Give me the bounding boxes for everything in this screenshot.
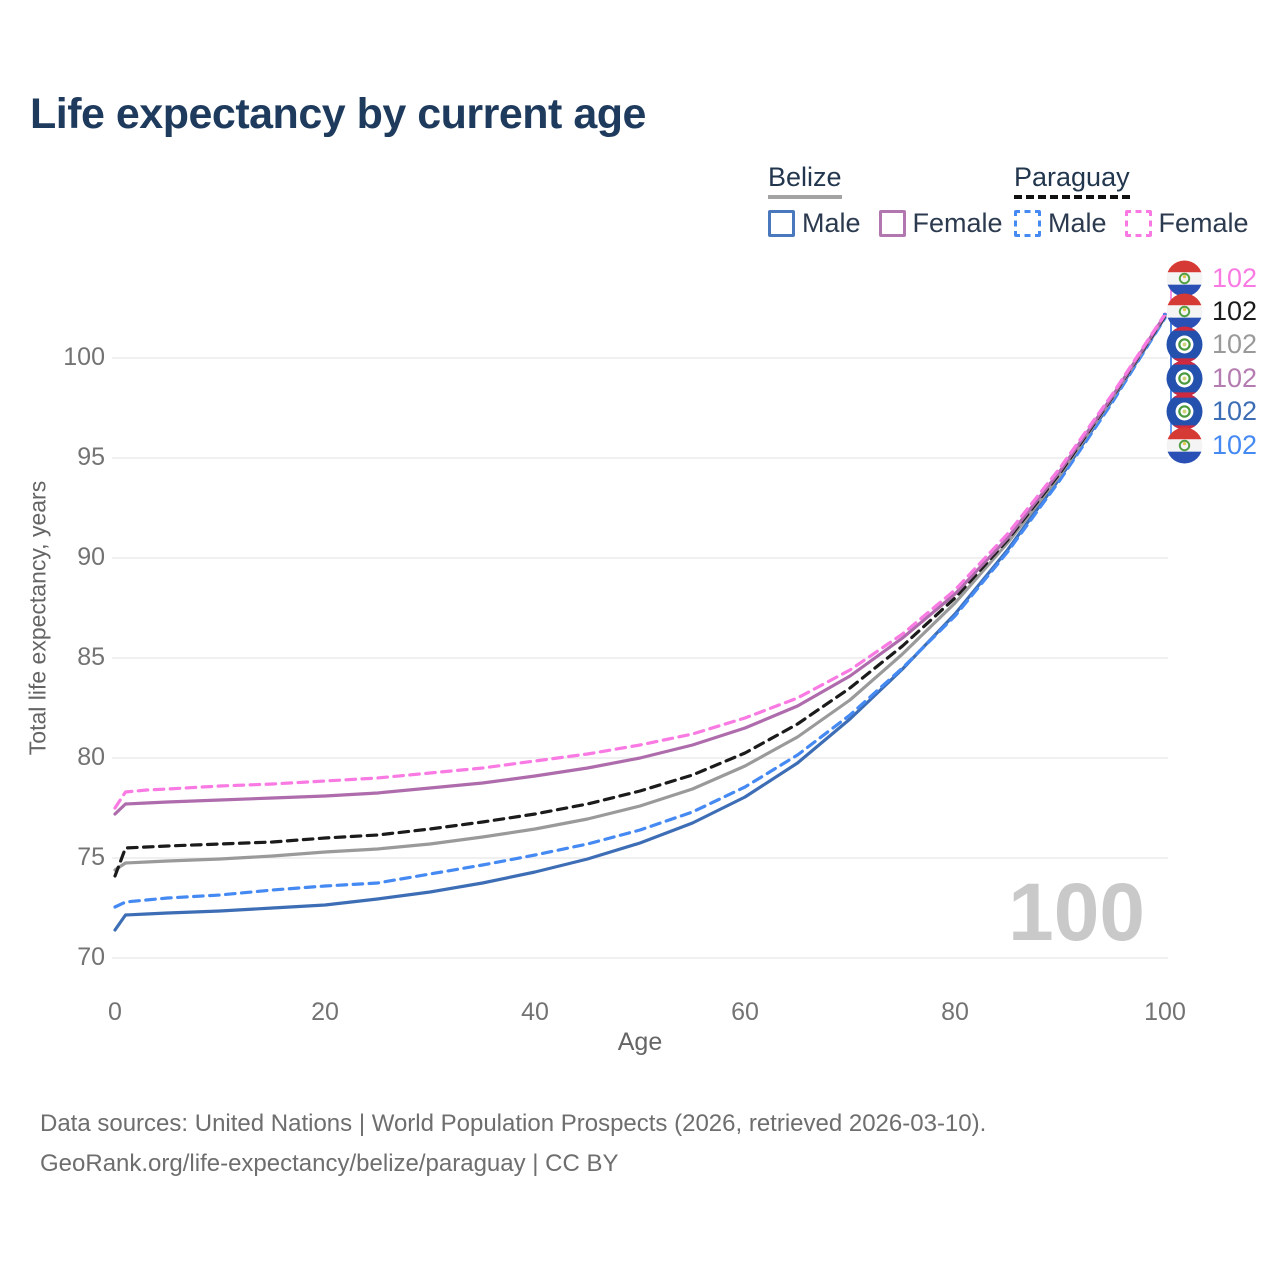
legend-item-label: Male: [1048, 208, 1107, 238]
y-tick-label: 75: [77, 843, 105, 871]
y-tick-label: 90: [77, 543, 105, 571]
legend-item-belize-male[interactable]: Male: [768, 208, 861, 239]
x-tick-label: 100: [1144, 998, 1186, 1026]
x-tick-label: 40: [521, 998, 549, 1026]
y-tick-label: 70: [77, 943, 105, 971]
x-tick-label: 80: [941, 998, 969, 1026]
attribution-link[interactable]: GeoRank.org/life-expectancy/belize/parag…: [40, 1150, 619, 1177]
paraguay-flag-icon: [1166, 427, 1203, 463]
end-label-row: 102: [1166, 260, 1257, 297]
checkbox-icon[interactable]: [1014, 210, 1041, 237]
end-label-value: 102: [1212, 295, 1258, 326]
x-axis-title: Age: [617, 1028, 663, 1056]
legend-item-label: Female: [1158, 208, 1249, 238]
legend-country-paraguay[interactable]: Paraguay: [1014, 162, 1130, 192]
legend-underline-paraguay: [1014, 195, 1130, 199]
paraguay-flag-icon: [1166, 293, 1203, 329]
y-axis-title: Total life expectancy, years: [24, 480, 51, 756]
x-tick-label: 20: [311, 998, 339, 1026]
series-line[interactable]: [113, 312, 1167, 810]
series-line[interactable]: [113, 314, 1167, 878]
y-tick-label: 100: [63, 343, 105, 371]
end-label-row: 102: [1166, 293, 1257, 330]
end-label-row: 102: [1166, 427, 1257, 464]
page-title: Life expectancy by current age: [30, 90, 646, 138]
belize-flag-icon: [1166, 393, 1203, 429]
series-line[interactable]: [113, 315, 1167, 932]
checkbox-icon[interactable]: [768, 210, 795, 237]
legend-item-paraguay-male[interactable]: Male: [1014, 208, 1107, 239]
legend-underline-belize: [768, 195, 842, 199]
end-label-value: 102: [1212, 362, 1258, 393]
belize-flag-icon: [1166, 360, 1203, 396]
legend-item-label: Male: [802, 208, 861, 238]
series-line[interactable]: [113, 314, 1167, 872]
y-tick-label: 80: [77, 743, 105, 771]
x-tick-label: 0: [108, 998, 122, 1026]
legend-item-label: Female: [912, 208, 1003, 238]
x-tick-label: 60: [731, 998, 759, 1026]
y-tick-label: 95: [77, 443, 105, 471]
checkbox-icon[interactable]: [878, 210, 906, 237]
legend-item-belize-female[interactable]: Female: [878, 208, 1003, 239]
belize-flag-icon: [1166, 326, 1203, 362]
legend-group-belize: Belize Male Female: [768, 162, 1003, 239]
series-line[interactable]: [113, 316, 1167, 909]
legend-group-paraguay: Paraguay Male Female: [1014, 162, 1249, 239]
legend-item-paraguay-female[interactable]: Female: [1124, 208, 1249, 239]
end-label-value: 102: [1212, 328, 1258, 359]
data-sources-note: Data sources: United Nations | World Pop…: [40, 1110, 987, 1137]
y-tick-label: 85: [77, 643, 105, 671]
end-label-value: 102: [1212, 429, 1258, 460]
paraguay-flag-icon: [1166, 260, 1203, 296]
end-label-row: 102: [1166, 393, 1257, 430]
end-label-row: 102: [1166, 326, 1257, 363]
hover-age-watermark: 100: [1008, 867, 1145, 958]
end-label-row: 102: [1166, 360, 1257, 397]
legend-country-belize[interactable]: Belize: [768, 162, 842, 192]
end-label-value: 102: [1212, 395, 1258, 426]
end-label-value: 102: [1212, 262, 1258, 293]
series-line[interactable]: [113, 313, 1167, 816]
checkbox-icon[interactable]: [1124, 210, 1152, 237]
